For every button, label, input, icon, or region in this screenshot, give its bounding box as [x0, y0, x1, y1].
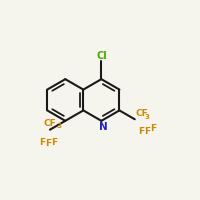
Text: F: F [45, 139, 51, 148]
Text: 3: 3 [57, 123, 61, 129]
Text: CF: CF [136, 109, 149, 118]
Text: F: F [39, 138, 45, 147]
Text: F: F [144, 127, 151, 136]
Text: Cl: Cl [96, 51, 107, 61]
Text: F: F [139, 127, 145, 136]
Text: F: F [150, 124, 156, 133]
Text: 3: 3 [144, 114, 149, 120]
Text: F: F [51, 138, 58, 147]
Text: CF: CF [44, 119, 56, 128]
Text: N: N [99, 122, 107, 132]
